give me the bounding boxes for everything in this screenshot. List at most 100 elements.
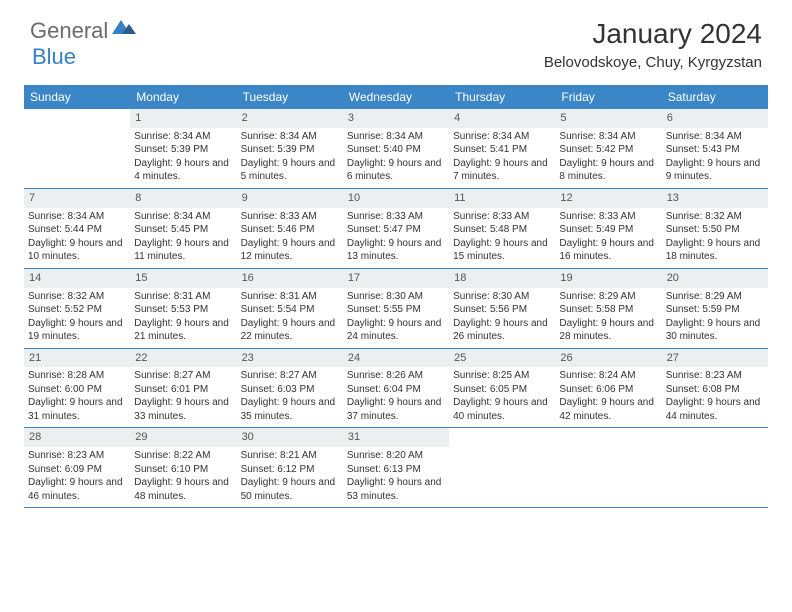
day-number: 26 (555, 349, 661, 368)
day-number: 18 (449, 269, 555, 288)
week-row: 28Sunrise: 8:23 AMSunset: 6:09 PMDayligh… (24, 428, 768, 508)
day-details: Sunrise: 8:30 AMSunset: 5:55 PMDaylight:… (343, 288, 449, 348)
day-cell: 3Sunrise: 8:34 AMSunset: 5:40 PMDaylight… (343, 109, 449, 188)
day-cell: 21Sunrise: 8:28 AMSunset: 6:00 PMDayligh… (24, 349, 130, 428)
day-number: 5 (555, 109, 661, 128)
day-details: Sunrise: 8:31 AMSunset: 5:54 PMDaylight:… (237, 288, 343, 348)
day-cell: 4Sunrise: 8:34 AMSunset: 5:41 PMDaylight… (449, 109, 555, 188)
day-cell: 9Sunrise: 8:33 AMSunset: 5:46 PMDaylight… (237, 189, 343, 268)
day-details: Sunrise: 8:23 AMSunset: 6:09 PMDaylight:… (24, 447, 130, 507)
day-details: Sunrise: 8:22 AMSunset: 6:10 PMDaylight:… (130, 447, 236, 507)
day-details: Sunrise: 8:32 AMSunset: 5:52 PMDaylight:… (24, 288, 130, 348)
day-details: Sunrise: 8:34 AMSunset: 5:43 PMDaylight:… (662, 128, 768, 188)
day-details: Sunrise: 8:27 AMSunset: 6:01 PMDaylight:… (130, 367, 236, 427)
weekday-wed: Wednesday (343, 85, 449, 109)
day-details: Sunrise: 8:28 AMSunset: 6:00 PMDaylight:… (24, 367, 130, 427)
day-cell: 16Sunrise: 8:31 AMSunset: 5:54 PMDayligh… (237, 269, 343, 348)
day-details: Sunrise: 8:30 AMSunset: 5:56 PMDaylight:… (449, 288, 555, 348)
day-cell: 31Sunrise: 8:20 AMSunset: 6:13 PMDayligh… (343, 428, 449, 507)
day-cell: 14Sunrise: 8:32 AMSunset: 5:52 PMDayligh… (24, 269, 130, 348)
day-number: 11 (449, 189, 555, 208)
day-number: 12 (555, 189, 661, 208)
day-number: 14 (24, 269, 130, 288)
location: Belovodskoye, Chuy, Kyrgyzstan (544, 54, 762, 71)
day-number: 17 (343, 269, 449, 288)
day-cell: 5Sunrise: 8:34 AMSunset: 5:42 PMDaylight… (555, 109, 661, 188)
weekday-thu: Thursday (449, 85, 555, 109)
day-number: 29 (130, 428, 236, 447)
day-number: 4 (449, 109, 555, 128)
day-details: Sunrise: 8:31 AMSunset: 5:53 PMDaylight:… (130, 288, 236, 348)
day-number: 19 (555, 269, 661, 288)
day-number: 25 (449, 349, 555, 368)
logo-text-general: General (30, 18, 108, 44)
day-cell: 15Sunrise: 8:31 AMSunset: 5:53 PMDayligh… (130, 269, 236, 348)
day-details: Sunrise: 8:20 AMSunset: 6:13 PMDaylight:… (343, 447, 449, 507)
day-number: 27 (662, 349, 768, 368)
week-row: 1Sunrise: 8:34 AMSunset: 5:39 PMDaylight… (24, 109, 768, 189)
weekday-sat: Saturday (662, 85, 768, 109)
day-number: 9 (237, 189, 343, 208)
week-row: 21Sunrise: 8:28 AMSunset: 6:00 PMDayligh… (24, 349, 768, 429)
day-number: 15 (130, 269, 236, 288)
logo-triangle-icon (112, 18, 136, 39)
day-cell (24, 109, 130, 188)
day-number: 3 (343, 109, 449, 128)
day-cell: 30Sunrise: 8:21 AMSunset: 6:12 PMDayligh… (237, 428, 343, 507)
day-details: Sunrise: 8:33 AMSunset: 5:47 PMDaylight:… (343, 208, 449, 268)
month-title: January 2024 (544, 18, 762, 50)
day-details: Sunrise: 8:33 AMSunset: 5:49 PMDaylight:… (555, 208, 661, 268)
day-number (24, 109, 130, 128)
day-details: Sunrise: 8:29 AMSunset: 5:58 PMDaylight:… (555, 288, 661, 348)
day-details: Sunrise: 8:26 AMSunset: 6:04 PMDaylight:… (343, 367, 449, 427)
day-details: Sunrise: 8:25 AMSunset: 6:05 PMDaylight:… (449, 367, 555, 427)
day-cell: 24Sunrise: 8:26 AMSunset: 6:04 PMDayligh… (343, 349, 449, 428)
day-details: Sunrise: 8:27 AMSunset: 6:03 PMDaylight:… (237, 367, 343, 427)
day-cell (555, 428, 661, 507)
day-details: Sunrise: 8:34 AMSunset: 5:44 PMDaylight:… (24, 208, 130, 268)
day-cell: 23Sunrise: 8:27 AMSunset: 6:03 PMDayligh… (237, 349, 343, 428)
weekday-tue: Tuesday (237, 85, 343, 109)
day-cell: 8Sunrise: 8:34 AMSunset: 5:45 PMDaylight… (130, 189, 236, 268)
weekday-header: Sunday Monday Tuesday Wednesday Thursday… (24, 85, 768, 109)
day-number: 2 (237, 109, 343, 128)
header: General January 2024 Belovodskoye, Chuy,… (0, 0, 792, 79)
day-details: Sunrise: 8:34 AMSunset: 5:45 PMDaylight:… (130, 208, 236, 268)
day-details: Sunrise: 8:33 AMSunset: 5:46 PMDaylight:… (237, 208, 343, 268)
calendar: Sunday Monday Tuesday Wednesday Thursday… (24, 85, 768, 508)
day-cell: 6Sunrise: 8:34 AMSunset: 5:43 PMDaylight… (662, 109, 768, 188)
week-row: 7Sunrise: 8:34 AMSunset: 5:44 PMDaylight… (24, 189, 768, 269)
day-details: Sunrise: 8:32 AMSunset: 5:50 PMDaylight:… (662, 208, 768, 268)
day-details: Sunrise: 8:29 AMSunset: 5:59 PMDaylight:… (662, 288, 768, 348)
day-details: Sunrise: 8:34 AMSunset: 5:42 PMDaylight:… (555, 128, 661, 188)
day-details: Sunrise: 8:24 AMSunset: 6:06 PMDaylight:… (555, 367, 661, 427)
logo-text-blue: Blue (32, 44, 76, 69)
day-number: 16 (237, 269, 343, 288)
day-details: Sunrise: 8:33 AMSunset: 5:48 PMDaylight:… (449, 208, 555, 268)
weekday-mon: Monday (130, 85, 236, 109)
day-details: Sunrise: 8:21 AMSunset: 6:12 PMDaylight:… (237, 447, 343, 507)
day-details: Sunrise: 8:34 AMSunset: 5:39 PMDaylight:… (237, 128, 343, 188)
day-number: 30 (237, 428, 343, 447)
day-number (662, 428, 768, 447)
day-cell: 13Sunrise: 8:32 AMSunset: 5:50 PMDayligh… (662, 189, 768, 268)
day-number: 10 (343, 189, 449, 208)
title-block: January 2024 Belovodskoye, Chuy, Kyrgyzs… (544, 18, 762, 71)
weekday-fri: Friday (555, 85, 661, 109)
day-number: 1 (130, 109, 236, 128)
day-cell: 20Sunrise: 8:29 AMSunset: 5:59 PMDayligh… (662, 269, 768, 348)
day-number: 24 (343, 349, 449, 368)
day-details: Sunrise: 8:34 AMSunset: 5:40 PMDaylight:… (343, 128, 449, 188)
day-cell: 19Sunrise: 8:29 AMSunset: 5:58 PMDayligh… (555, 269, 661, 348)
day-number: 13 (662, 189, 768, 208)
day-number: 31 (343, 428, 449, 447)
day-number: 8 (130, 189, 236, 208)
day-details: Sunrise: 8:34 AMSunset: 5:39 PMDaylight:… (130, 128, 236, 188)
day-cell: 28Sunrise: 8:23 AMSunset: 6:09 PMDayligh… (24, 428, 130, 507)
day-cell (449, 428, 555, 507)
day-number: 7 (24, 189, 130, 208)
day-cell: 17Sunrise: 8:30 AMSunset: 5:55 PMDayligh… (343, 269, 449, 348)
day-number (449, 428, 555, 447)
day-cell: 26Sunrise: 8:24 AMSunset: 6:06 PMDayligh… (555, 349, 661, 428)
day-cell: 10Sunrise: 8:33 AMSunset: 5:47 PMDayligh… (343, 189, 449, 268)
